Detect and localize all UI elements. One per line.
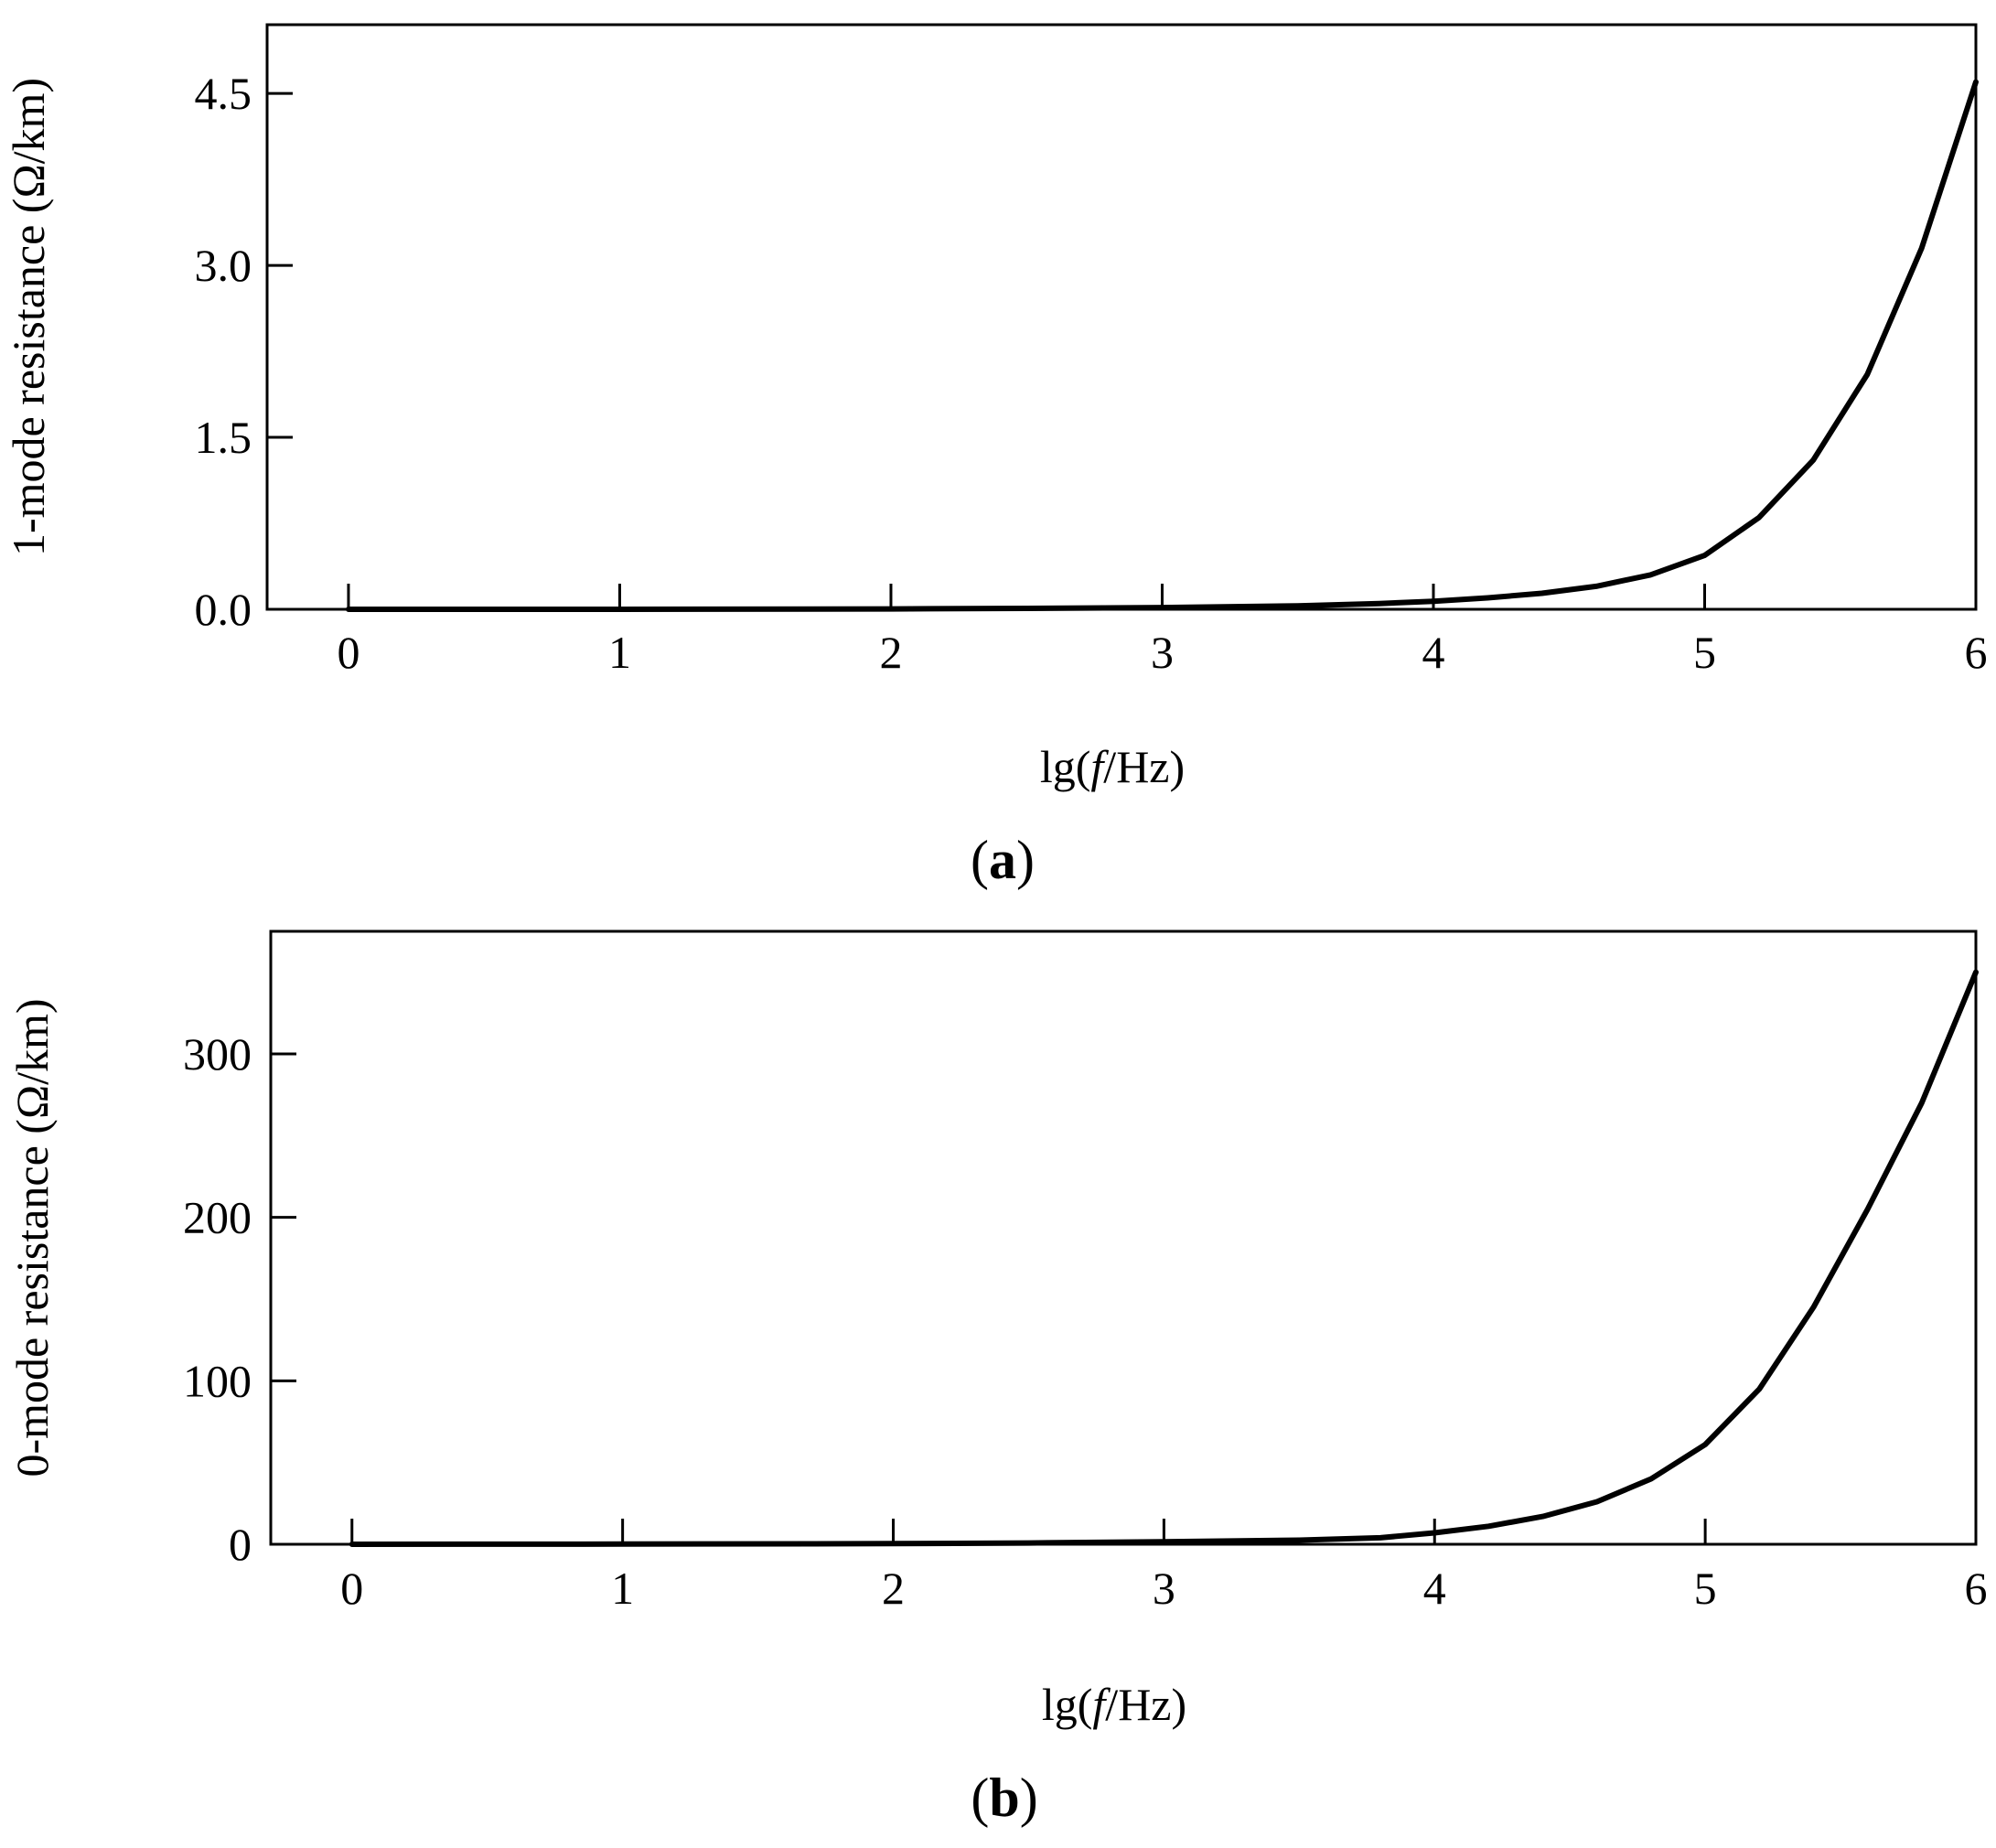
x-tick-label: 0 <box>340 1563 363 1614</box>
x-tick-label: 2 <box>882 1563 905 1614</box>
x-axis-label-suffix: /Hz) <box>1105 1679 1186 1730</box>
panel-a-chart: 0 1 2 3 4 5 6 0.0 1.5 3.0 4.5 lg(f/Hz) 1-mode resist… <box>3 23 1988 890</box>
series-line <box>349 969 1979 1547</box>
x-tick-label: 2 <box>879 627 902 678</box>
x-tick-label: 5 <box>1693 627 1716 678</box>
y-tick-label: 0 <box>229 1519 252 1570</box>
x-axis-label: lg(f/Hz) <box>1042 1679 1186 1730</box>
x-tick-label: 6 <box>1965 1563 1988 1614</box>
y-tick-label: 300 <box>183 1028 252 1080</box>
x-tick-label: 4 <box>1422 627 1444 678</box>
y-tick-label: 0.0 <box>195 584 252 635</box>
x-axis-label-prefix: lg( <box>1042 1679 1093 1730</box>
x-tick-label: 4 <box>1423 1563 1446 1614</box>
panel-b-chart: 0 1 2 3 4 5 6 0 100 200 300 lg(f/Hz) 0-mode resistan… <box>6 929 1988 1828</box>
plot-frame <box>265 23 1978 611</box>
panel-label-close-paren: ) <box>1016 830 1035 890</box>
y-tick-label: 4.5 <box>195 68 252 119</box>
panel-label-letter: a <box>989 830 1016 890</box>
panel-label-open-paren: ( <box>971 830 989 890</box>
series-line <box>346 79 1979 612</box>
y-tick-label: 3.0 <box>195 240 252 291</box>
x-tick-label: 6 <box>1965 627 1988 678</box>
x-tick-label: 0 <box>337 627 359 678</box>
y-axis-label: 1-mode resistance (Ω/km) <box>3 78 54 556</box>
x-tick-label: 3 <box>1151 627 1174 678</box>
y-tick-label: 100 <box>183 1355 252 1406</box>
y-tick-label: 200 <box>183 1192 252 1243</box>
plot-frame <box>269 929 1978 1546</box>
x-axis-label-prefix: lg( <box>1040 741 1091 792</box>
panel-label-letter: b <box>989 1767 1019 1828</box>
x-axis-label: lg(f/Hz) <box>1040 741 1185 792</box>
panel-label-close-paren: ) <box>1020 1767 1038 1828</box>
x-tick-label: 3 <box>1153 1563 1175 1614</box>
x-tick-label: 1 <box>608 627 631 678</box>
x-tick-label: 1 <box>611 1563 634 1614</box>
y-tick-label: 1.5 <box>195 412 252 463</box>
panel-label: (a) <box>971 830 1035 890</box>
panel-label: (b) <box>971 1767 1037 1828</box>
x-axis-label-suffix: /Hz) <box>1103 741 1185 792</box>
y-axis-label: 0-mode resistance (Ω/km) <box>6 998 58 1477</box>
panel-label-open-paren: ( <box>971 1767 989 1828</box>
x-tick-label: 5 <box>1694 1563 1717 1614</box>
